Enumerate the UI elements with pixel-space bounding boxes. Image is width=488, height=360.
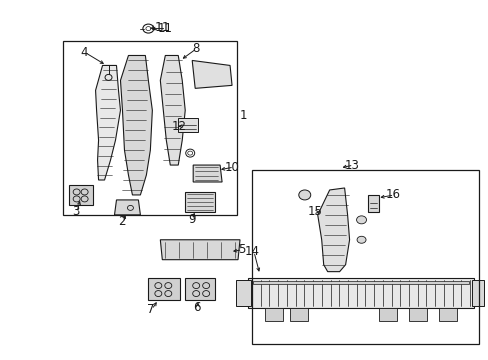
Bar bbox=[408, 307, 427, 321]
Polygon shape bbox=[160, 55, 185, 165]
Text: 2: 2 bbox=[118, 215, 126, 228]
Polygon shape bbox=[185, 192, 215, 212]
Polygon shape bbox=[68, 185, 92, 205]
Bar bbox=[178, 118, 198, 132]
Bar bbox=[379, 307, 397, 321]
Text: 1: 1 bbox=[240, 109, 247, 122]
Ellipse shape bbox=[298, 190, 310, 200]
Ellipse shape bbox=[356, 216, 366, 224]
Text: 4: 4 bbox=[81, 46, 88, 59]
Bar bbox=[471, 280, 483, 306]
Text: 16: 16 bbox=[385, 188, 400, 202]
Text: 11: 11 bbox=[157, 22, 172, 35]
Text: 11: 11 bbox=[154, 21, 170, 34]
Text: 9: 9 bbox=[188, 213, 195, 226]
Polygon shape bbox=[148, 278, 180, 300]
Ellipse shape bbox=[356, 236, 366, 243]
Polygon shape bbox=[317, 188, 349, 272]
Text: 13: 13 bbox=[344, 158, 359, 172]
Polygon shape bbox=[120, 55, 152, 195]
Polygon shape bbox=[192, 60, 232, 88]
Polygon shape bbox=[185, 278, 215, 300]
Polygon shape bbox=[95, 66, 120, 180]
Bar bbox=[264, 307, 282, 321]
Text: 7: 7 bbox=[147, 303, 155, 316]
Text: 3: 3 bbox=[73, 205, 80, 219]
Bar bbox=[236, 280, 250, 306]
Polygon shape bbox=[160, 240, 240, 260]
Text: 8: 8 bbox=[192, 42, 199, 55]
Text: 12: 12 bbox=[171, 120, 186, 133]
Bar bbox=[252, 280, 468, 284]
Polygon shape bbox=[114, 200, 140, 215]
Bar bbox=[62, 41, 237, 215]
Text: 5: 5 bbox=[238, 243, 245, 256]
Text: 10: 10 bbox=[224, 161, 240, 174]
Text: 15: 15 bbox=[307, 205, 322, 219]
Text: 14: 14 bbox=[244, 245, 260, 258]
Polygon shape bbox=[367, 195, 379, 212]
Bar bbox=[251, 170, 478, 345]
Bar bbox=[289, 307, 307, 321]
Bar bbox=[438, 307, 456, 321]
Bar bbox=[247, 278, 473, 307]
Polygon shape bbox=[193, 165, 222, 182]
Text: 6: 6 bbox=[193, 301, 200, 314]
